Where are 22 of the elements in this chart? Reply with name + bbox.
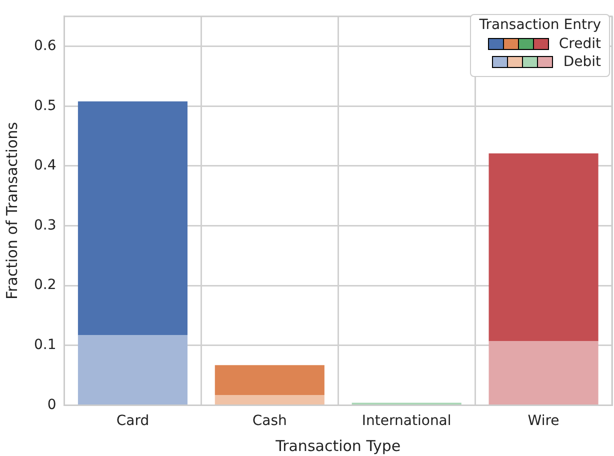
y-tick-label: 0.1 bbox=[34, 337, 56, 354]
x-tick-label: Cash bbox=[252, 413, 287, 430]
y-tick-label: 0.3 bbox=[34, 217, 56, 234]
bar bbox=[214, 365, 324, 396]
bar bbox=[78, 335, 188, 404]
legend-label: Credit bbox=[558, 36, 601, 52]
legend-label: Debit bbox=[563, 54, 601, 70]
bar bbox=[78, 101, 188, 336]
y-tick-label: 0 bbox=[47, 396, 56, 413]
x-tick-label: Wire bbox=[528, 413, 560, 430]
y-tick-label: 0.4 bbox=[34, 158, 56, 174]
legend-title: Transaction Entry bbox=[479, 17, 601, 33]
bar bbox=[488, 153, 598, 342]
y-tick-label: 0.5 bbox=[34, 98, 56, 114]
bar bbox=[214, 395, 324, 404]
x-tick-label: International bbox=[362, 413, 452, 430]
x-tick-label: Card bbox=[116, 413, 150, 430]
y-tick-label: 0.2 bbox=[34, 277, 56, 294]
y-axis-title: Fraction of Transactions bbox=[2, 122, 21, 300]
y-tick-label: 0.6 bbox=[34, 38, 56, 54]
x-axis-title: Transaction Type bbox=[274, 436, 401, 455]
bar bbox=[488, 341, 598, 404]
